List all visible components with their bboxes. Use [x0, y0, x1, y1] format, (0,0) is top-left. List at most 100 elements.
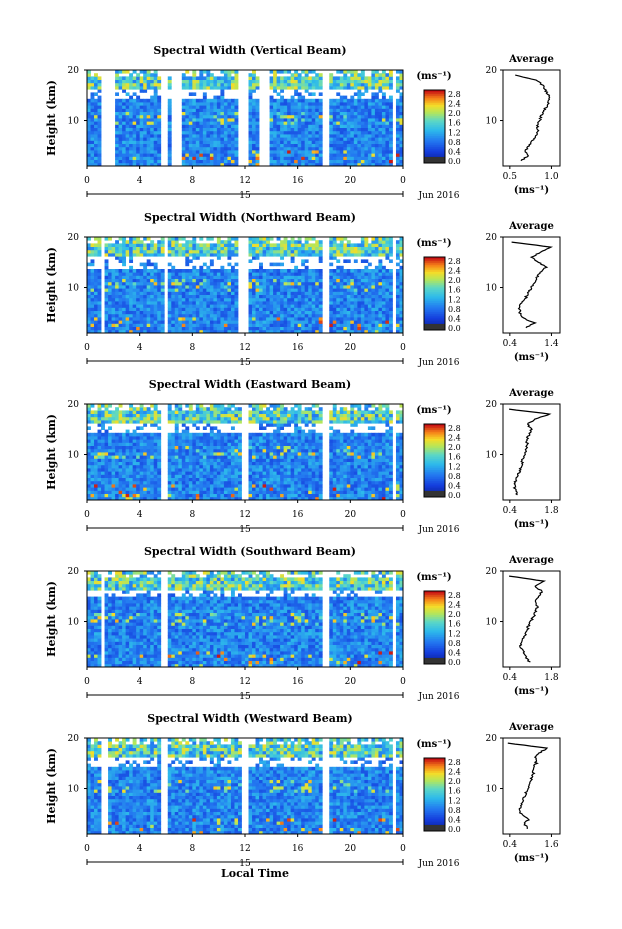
heatmap-cell: [388, 105, 393, 109]
heatmap-cell: [301, 124, 306, 128]
heatmap-cell: [227, 477, 232, 482]
heatmap-cell: [202, 249, 207, 254]
heatmap-cell: [378, 262, 383, 267]
heatmap-cell: [87, 310, 91, 315]
heatmap-cell: [346, 143, 351, 148]
heatmap-cell: [339, 111, 344, 116]
heatmap-cell: [143, 285, 148, 289]
heatmap-cell: [185, 150, 190, 154]
heatmap-cell: [290, 140, 295, 144]
heatmap-cell: [290, 326, 295, 331]
heatmap-cell: [318, 310, 323, 315]
heatmap-cell: [167, 272, 172, 276]
heatmap-cell: [115, 313, 119, 318]
heatmap-cell: [255, 326, 260, 331]
heatmap-cell: [185, 272, 190, 276]
heatmap-cell: [188, 487, 193, 491]
heatmap-cell: [357, 278, 362, 283]
heatmap-cell: [332, 127, 337, 132]
heatmap-cell: [115, 288, 119, 292]
heatmap-cell: [143, 477, 148, 482]
heatmap-cell: [301, 156, 306, 160]
heatmap-cell: [332, 288, 337, 292]
heatmap-cell: [160, 253, 165, 257]
heatmap-cell: [371, 490, 376, 494]
heatmap-cell: [290, 159, 295, 164]
heatmap-cell: [353, 259, 358, 263]
heatmap-cell: [248, 259, 253, 263]
heatmap-cell: [297, 278, 302, 283]
heatmap-cell: [94, 143, 98, 148]
colorbar-segment: [424, 278, 445, 282]
heatmap-cell: [343, 237, 348, 241]
heatmap-cell: [220, 493, 225, 498]
heatmap-cell: [360, 294, 365, 299]
heatmap-cell: [216, 246, 221, 251]
heatmap-cell: [115, 480, 119, 485]
heatmap-cell: [301, 304, 306, 308]
heatmap-cell: [357, 153, 362, 157]
heatmap-cell: [343, 130, 348, 135]
heatmap-cell: [153, 493, 158, 498]
heatmap-cell: [301, 253, 306, 257]
heatmap-cell: [111, 246, 116, 251]
heatmap-cell: [143, 313, 148, 318]
heatmap-cell: [276, 297, 281, 302]
heatmap-cell: [146, 288, 151, 292]
heatmap-cell: [104, 297, 109, 302]
heatmap-cell: [87, 484, 91, 488]
heatmap-cell: [209, 304, 214, 308]
heatmap-cell: [283, 130, 288, 135]
heatmap-cell: [294, 134, 299, 138]
heatmap-cell: [308, 134, 313, 138]
heatmap-cell: [146, 275, 151, 279]
heatmap-cell: [227, 237, 232, 241]
heatmap-cell: [315, 111, 320, 116]
heatmap-cell: [248, 310, 253, 315]
heatmap-cell: [343, 291, 348, 295]
heatmap-cell: [346, 76, 351, 80]
heatmap-cell: [395, 297, 400, 302]
heatmap-cell: [283, 490, 288, 494]
heatmap-cell: [90, 285, 95, 289]
heatmap-cell: [339, 108, 344, 112]
heatmap-cell: [125, 98, 130, 103]
heatmap-cell: [230, 124, 235, 128]
heatmap-cell: [115, 474, 119, 478]
heatmap-cell: [343, 246, 348, 251]
heatmap-cell: [374, 102, 379, 106]
heatmap-cell: [230, 320, 235, 324]
heatmap-cell: [283, 146, 288, 151]
heatmap-cell: [136, 162, 141, 167]
heatmap-cell: [304, 278, 309, 283]
heatmap-cell: [223, 79, 228, 84]
heatmap-cell: [399, 92, 404, 96]
heatmap-cell: [318, 294, 323, 299]
heatmap-cell: [269, 246, 274, 251]
heatmap-cell: [269, 275, 274, 279]
heatmap-cell: [143, 114, 148, 119]
x-tick-label: 12: [239, 176, 250, 186]
heatmap-cell: [388, 323, 393, 327]
heatmap-cell: [188, 272, 193, 276]
heatmap-cell: [234, 496, 239, 501]
heatmap-cell: [185, 484, 190, 488]
heatmap-cell: [143, 121, 148, 125]
heatmap-cell: [167, 490, 172, 494]
heatmap-cell: [171, 237, 176, 241]
heatmap-cell: [167, 320, 172, 324]
heatmap-cell: [399, 156, 404, 160]
heatmap-cell: [318, 124, 323, 128]
heatmap-cell: [181, 86, 186, 90]
heatmap-cell: [357, 317, 362, 321]
heatmap-cell: [276, 124, 281, 128]
heatmap-cell: [206, 79, 211, 84]
heatmap-cell: [108, 288, 112, 292]
heatmap-cell: [87, 150, 91, 154]
heatmap-cell: [360, 326, 365, 331]
heatmap-cell: [287, 150, 292, 154]
heatmap-cell: [276, 262, 281, 267]
heatmap-cell: [385, 146, 390, 151]
heatmap-cell: [150, 490, 155, 494]
heatmap-cell: [157, 294, 162, 299]
